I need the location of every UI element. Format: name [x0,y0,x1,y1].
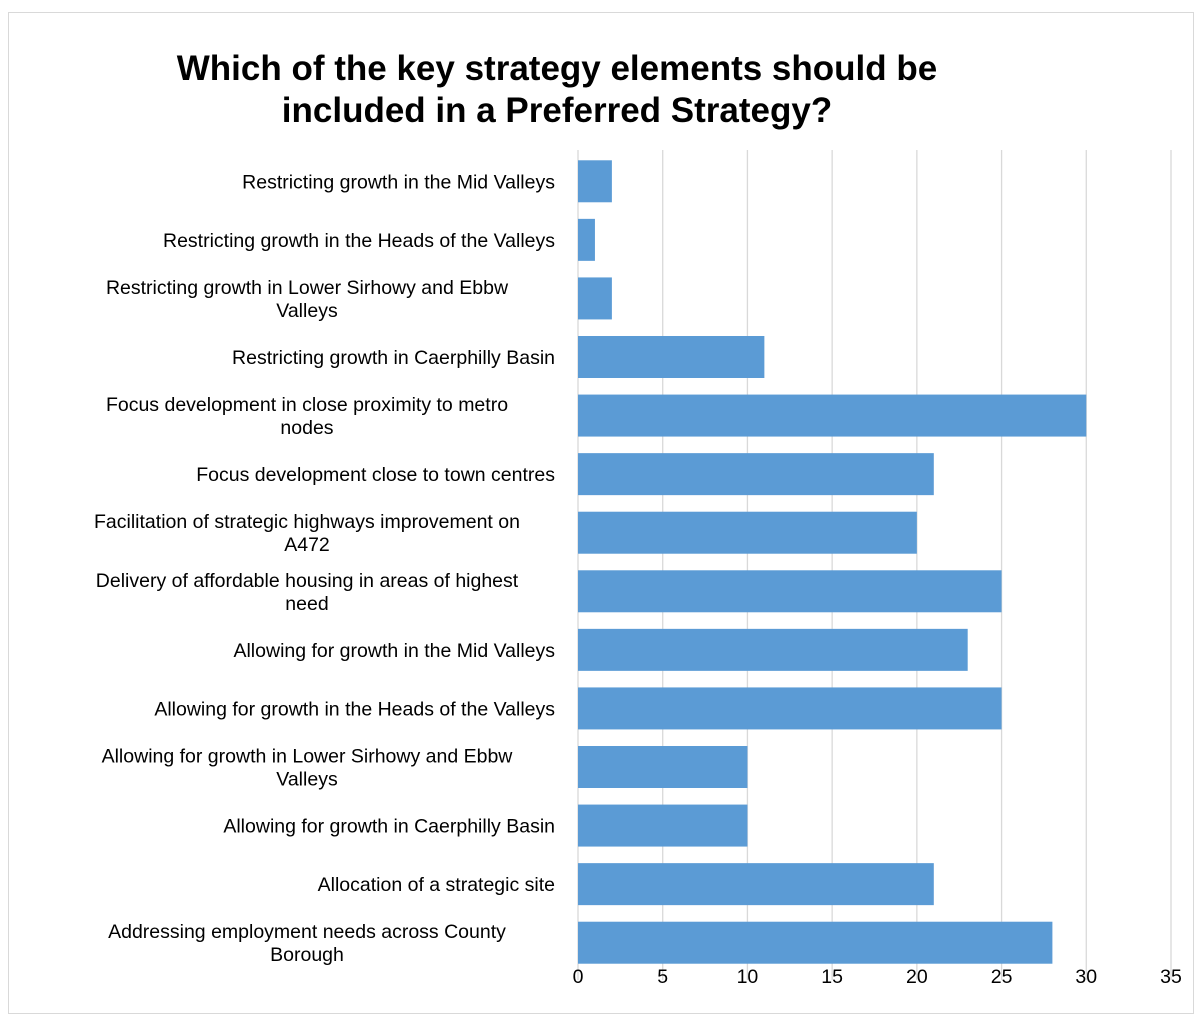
category-label: Allowing for growth in Caerphilly Basin [223,816,555,838]
bar [578,863,934,906]
x-tick-label: 20 [906,966,928,988]
bars [578,160,1087,964]
category-labels: Restricting growth in the Mid Valleys Res… [94,171,555,966]
category-label: Allowing for growth in Lower Sirhowy and… [102,746,514,791]
category-label: Allocation of a strategic site [318,874,555,896]
bar [578,160,612,203]
bar [578,628,968,671]
x-tick-label: 10 [737,966,759,988]
bar [578,921,1053,964]
x-tick-label: 35 [1160,966,1182,988]
category-label: Allowing for growth in the Mid Valleys [233,640,555,662]
category-label: Delivery of affordable housing in areas … [96,570,519,615]
category-label: Addressing employment needs across Count… [108,921,506,966]
category-label: Facilitation of strategic highways impro… [94,511,520,556]
category-label: Restricting growth in Lower Sirhowy and … [106,277,509,322]
bar [578,218,595,261]
category-label: Allowing for growth in the Heads of the … [154,698,555,720]
x-tick-label: 30 [1075,966,1097,988]
chart-title-line-2: included in a Preferred Strategy? [281,91,833,130]
chart-title-line-1: Which of the key strategy elements shoul… [176,49,938,88]
category-label: Focus development close to town centres [196,464,555,486]
bar [578,394,1087,437]
bar [578,336,765,378]
category-label: Restricting growth in the Heads of the V… [163,230,555,252]
category-label: Focus development in close proximity to … [106,394,508,439]
x-tick-label: 0 [573,966,584,988]
bar [578,277,612,320]
x-tick-label: 15 [821,966,843,988]
category-label: Restricting growth in the Mid Valleys [242,171,555,193]
bar [578,687,1002,730]
category-label: Restricting growth in Caerphilly Basin [232,347,555,369]
x-tick-label: 25 [991,966,1013,988]
chart-title: Which of the key strategy elements shoul… [0,48,1114,132]
x-axis-tick-labels: 0 5 10 15 20 25 30 35 [573,966,1182,988]
bar-chart: Restricting growth in the Mid Valleys Res… [94,150,1182,988]
bar [578,804,748,847]
grid-lines [577,150,1172,980]
bar [578,570,1002,613]
bar [578,511,917,554]
bar [578,746,748,788]
x-tick-label: 5 [657,966,668,988]
bar [578,453,934,496]
